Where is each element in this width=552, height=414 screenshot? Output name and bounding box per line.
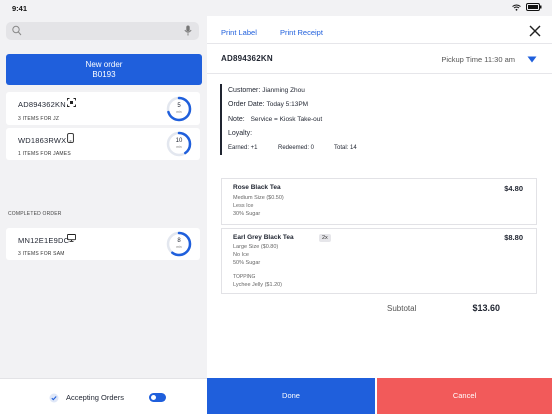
loyalty-key: Loyalty: [228, 130, 253, 137]
chevron-down-icon[interactable] [527, 56, 537, 63]
print-label-button[interactable]: Print Label [221, 28, 257, 37]
subtotal-label: Subtotal [387, 304, 417, 313]
order-card[interactable]: WD1863RWX 1 ITEMS FOR JAMES 10 min [6, 128, 200, 160]
close-icon[interactable] [528, 24, 542, 38]
timer-ring [166, 96, 192, 122]
checkmark-circle-icon [49, 393, 59, 403]
customer-key: Customer: [228, 87, 261, 94]
subtotal-value: $13.60 [472, 303, 500, 313]
kiosk-icon [67, 98, 76, 107]
item-option: Less Ice [233, 203, 254, 209]
item-price: $8.80 [504, 233, 523, 242]
status-time: 9:41 [12, 4, 28, 13]
order-id-heading: AD894362KN [221, 54, 273, 63]
item-option: Large Size ($0.80) [233, 244, 279, 250]
order-timer: 10 min [166, 131, 192, 157]
order-detail-panel: Print Label Print Receipt AD894362KN Pic… [207, 0, 552, 414]
order-card[interactable]: MN12E1E9DC 3 ITEMS FOR SAM 8 min [6, 228, 200, 260]
order-timer: 8 min [166, 231, 192, 257]
search-input[interactable] [6, 22, 199, 40]
order-items-summary: 3 ITEMS FOR SAM [18, 251, 65, 257]
topping-value: Lychee Jelly ($1.20) [233, 282, 283, 288]
order-line-item: Earl Grey Black Tea 2x $8.80 Large Size … [221, 228, 537, 294]
done-button[interactable]: Done [207, 378, 375, 414]
order-id: AD894362KN [18, 100, 66, 109]
accepting-orders-toggle[interactable] [149, 393, 166, 402]
topping-label: TOPPING [233, 274, 256, 280]
status-bar: 9:41 [0, 0, 552, 16]
new-order-label: New order [85, 60, 123, 69]
order-items-summary: 3 ITEMS FOR JZ [18, 116, 60, 122]
completed-section-label: COMPLETED ORDER [8, 211, 62, 217]
monitor-icon [67, 234, 76, 242]
item-name: Earl Grey Black Tea [233, 234, 294, 241]
customer-info: Customer: Jianming Zhou Order Date: Toda… [220, 84, 380, 155]
order-items-summary: 1 ITEMS FOR JAMES [18, 151, 71, 157]
accepting-orders-bar: Accepting Orders [0, 378, 207, 414]
timer-minutes: 10 [175, 138, 183, 144]
search-icon [12, 25, 22, 36]
order-timer: 5 min [166, 96, 192, 122]
timer-unit: min [176, 145, 182, 149]
toggle-knob [151, 395, 156, 400]
battery-icon [526, 3, 542, 11]
order-card[interactable]: AD894362KN 3 ITEMS FOR JZ 5 min [6, 92, 200, 125]
order-line-item: Rose Black Tea $4.80 Medium Size ($0.50)… [221, 178, 537, 225]
timer-minutes: 8 [177, 238, 181, 244]
order-date-row: Order Date: Today 5:13PM [228, 101, 308, 108]
item-option: 50% Sugar [233, 260, 261, 266]
order-date-value: Today 5:13PM [266, 101, 309, 108]
cancel-button[interactable]: Cancel [377, 378, 552, 414]
timer-ring [166, 131, 192, 157]
customer-row: Customer: Jianming Zhou [228, 87, 305, 94]
timer-unit: min [176, 110, 182, 114]
accepting-orders-label: Accepting Orders [66, 393, 124, 402]
orders-sidebar: New order B0193 AD894362KN 3 ITEMS FOR J… [0, 0, 207, 414]
wifi-icon [512, 4, 521, 11]
order-id: WD1863RWX [18, 136, 67, 145]
pickup-time-selector[interactable]: Pickup Time 11:30 am [441, 55, 515, 64]
new-order-number: B0193 [92, 70, 116, 79]
item-option: 30% Sugar [233, 211, 261, 217]
item-option: Medium Size ($0.50) [233, 195, 284, 201]
timer-minutes: 5 [177, 103, 181, 109]
loyalty-earned: Earned: +1 [228, 145, 258, 151]
new-order-button[interactable]: New order B0193 [6, 54, 202, 85]
order-id: MN12E1E9DC [18, 236, 70, 245]
quantity-badge: 2x [319, 234, 331, 242]
print-receipt-button[interactable]: Print Receipt [280, 28, 323, 37]
microphone-icon[interactable] [184, 25, 192, 36]
note-key: Note: [228, 116, 245, 123]
timer-unit: min [176, 245, 182, 249]
order-header: AD894362KN Pickup Time 11:30 am [207, 44, 552, 74]
phone-icon [67, 133, 74, 143]
status-indicators [512, 3, 542, 11]
item-name: Rose Black Tea [233, 184, 281, 191]
note-row: Note: Service = Kiosk Take-out [228, 116, 322, 123]
action-bar: Print Label Print Receipt [207, 16, 552, 44]
loyalty-redeemed: Redeemed: 0 [278, 145, 315, 151]
item-option: No Ice [233, 252, 249, 258]
item-price: $4.80 [504, 184, 523, 193]
order-date-key: Order Date: [228, 101, 265, 108]
timer-ring [166, 231, 192, 257]
loyalty-total: Total: 14 [334, 145, 357, 151]
customer-name: Jianming Zhou [262, 87, 305, 94]
note-value: Service = Kiosk Take-out [250, 116, 323, 123]
